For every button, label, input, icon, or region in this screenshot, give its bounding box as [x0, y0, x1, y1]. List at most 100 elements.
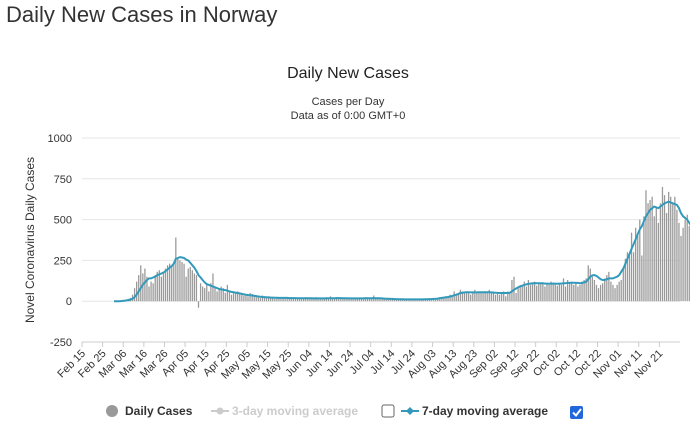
bar — [581, 281, 583, 302]
bar — [369, 297, 371, 302]
bar — [591, 276, 594, 302]
bar — [197, 301, 200, 308]
legend-item-3day[interactable]: 3-day moving average — [211, 404, 358, 418]
bar — [257, 296, 259, 302]
bar — [354, 298, 356, 302]
bar — [274, 298, 276, 302]
y-tick-label: 0 — [66, 296, 72, 308]
bar — [533, 281, 536, 302]
bar — [435, 298, 437, 302]
bar — [653, 216, 655, 302]
bar — [647, 203, 649, 302]
bar — [484, 291, 486, 302]
bar — [338, 297, 340, 302]
bar — [298, 298, 301, 302]
bar — [251, 293, 253, 302]
bar — [612, 284, 614, 302]
bar — [649, 200, 651, 302]
bar — [309, 298, 311, 302]
y-axis-ticks: -250 0 250 500 750 1000 — [48, 133, 72, 349]
bar — [659, 203, 662, 302]
bar — [272, 297, 274, 302]
checkbox-7day[interactable] — [570, 406, 583, 419]
bar — [589, 268, 591, 302]
bar — [564, 286, 567, 302]
y-tick-label: -250 — [50, 337, 72, 349]
bar — [222, 288, 224, 302]
bar — [684, 219, 686, 302]
legend-7day-marker — [406, 407, 414, 415]
bar — [319, 298, 321, 302]
bar — [340, 298, 342, 302]
bar — [676, 209, 678, 302]
bar — [604, 278, 606, 302]
bar — [241, 294, 243, 302]
bar — [164, 268, 167, 302]
bar — [232, 293, 235, 302]
bar — [265, 297, 268, 302]
bar — [356, 297, 358, 302]
grid-lines — [82, 137, 680, 343]
bar — [138, 275, 140, 302]
bar — [447, 297, 449, 302]
bar — [321, 297, 323, 302]
bar — [191, 270, 193, 302]
bar — [185, 276, 187, 302]
bar — [389, 298, 391, 302]
bar — [152, 283, 154, 302]
bar — [678, 222, 680, 302]
bar — [177, 258, 179, 302]
bar — [296, 298, 299, 302]
bar — [383, 298, 385, 302]
bar — [189, 266, 191, 302]
bar — [280, 298, 282, 302]
bar — [142, 273, 144, 302]
bar — [538, 284, 540, 302]
bar — [476, 293, 478, 302]
bar — [488, 289, 490, 302]
bar — [181, 262, 183, 302]
bar — [210, 283, 212, 302]
bar — [571, 281, 573, 302]
legend-item-7day[interactable]: 7-day moving average — [401, 404, 548, 418]
bar — [540, 283, 542, 302]
bar — [171, 266, 173, 302]
bar — [243, 295, 245, 302]
bar — [140, 265, 142, 302]
bar — [569, 283, 571, 302]
bar — [183, 263, 185, 302]
bar — [665, 213, 668, 302]
bar — [377, 297, 379, 302]
bar — [156, 271, 158, 302]
bar — [208, 291, 210, 302]
bar — [624, 258, 626, 302]
bar — [470, 294, 472, 302]
bar — [158, 270, 160, 302]
page-title: Daily New Cases in Norway — [6, 2, 278, 27]
legend-item-daily[interactable]: Daily Cases — [106, 404, 193, 418]
bar — [399, 299, 402, 302]
bar — [245, 294, 247, 302]
bar — [507, 291, 509, 302]
bar — [573, 284, 575, 302]
bar — [358, 298, 360, 302]
bar — [226, 284, 229, 302]
bar — [655, 206, 657, 302]
bar — [519, 284, 521, 302]
bar — [486, 292, 488, 302]
bar — [682, 227, 684, 302]
bar — [381, 297, 383, 302]
y-axis-label: Novel Coronavirus Daily Cases — [23, 157, 37, 323]
bar — [626, 252, 629, 302]
bar — [247, 296, 249, 302]
bar — [494, 294, 497, 302]
bar — [529, 284, 532, 302]
bar — [562, 278, 565, 302]
checkbox-3day[interactable] — [381, 404, 395, 418]
bar — [492, 291, 495, 302]
y-tick-label: 750 — [54, 174, 72, 186]
bar — [614, 288, 616, 302]
bar — [195, 275, 198, 302]
bar — [680, 235, 682, 302]
